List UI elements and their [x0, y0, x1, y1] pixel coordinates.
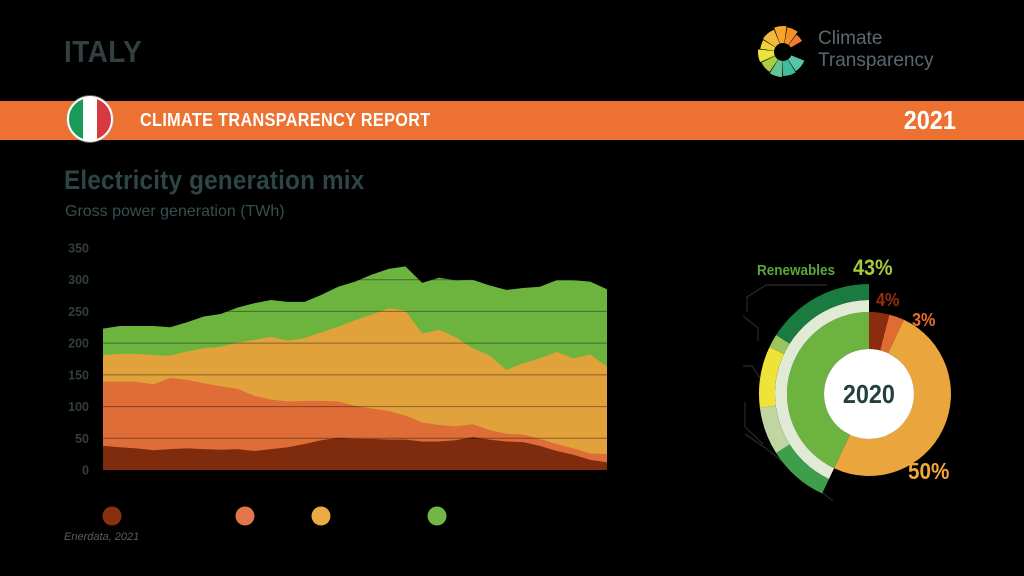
y-axis-tick-label: 50 — [75, 432, 89, 446]
logo-swirl-wedge-icon — [783, 59, 796, 76]
renewables-breakdown-pale-green — [759, 405, 790, 453]
logo-swirl-wedge-icon — [769, 59, 783, 77]
logo-swirl-wedge-icon — [758, 49, 775, 63]
italy-flag-icon — [67, 96, 113, 142]
donut-segment-renewables — [786, 311, 869, 469]
donut-segment-gas — [834, 319, 951, 476]
logo-swirl-wedge-icon — [784, 27, 798, 45]
donut-label-gas: 50% — [908, 458, 950, 484]
country-title: ITALY — [64, 34, 151, 70]
legend-dot-gas — [311, 506, 331, 526]
donut-label-renewables-word: Renewables — [757, 262, 836, 279]
donut-year-label: 2020 — [842, 379, 896, 409]
donut-connector-line — [746, 284, 827, 312]
source-note: Enerdata, 2021 — [64, 531, 140, 543]
donut-label-renewables-pct: 43% — [852, 255, 893, 280]
section-title: Electricity generation mix — [64, 165, 365, 195]
logo-swirl-wedge-icon — [761, 55, 778, 72]
y-axis-tick-label: 100 — [68, 400, 89, 414]
y-axis-tick-label: 350 — [68, 242, 89, 256]
y-axis-tick-label: 200 — [68, 337, 89, 351]
y-axis-tick-label: 250 — [68, 305, 89, 319]
report-band-title: CLIMATE TRANSPARENCY REPORT — [140, 110, 431, 130]
donut-connector-line — [742, 315, 759, 341]
renewables-breakdown-light-green — [769, 335, 790, 354]
renewables-breakdown-yellow — [759, 347, 784, 408]
logo-text-line2: Transparency — [818, 50, 934, 71]
logo-text-line1: Climate — [818, 28, 883, 49]
donut-label-coal: 4% — [876, 290, 900, 310]
donut-center-circle — [824, 349, 914, 439]
logo-swirl-wedge-icon — [762, 29, 780, 48]
donut-segment-coal — [869, 312, 890, 351]
logo-swirl-wedge-icon — [788, 34, 803, 48]
y-axis-tick-label: 150 — [68, 368, 89, 382]
y-axis-tick-label: 0 — [82, 464, 89, 478]
donut-connector-line — [743, 365, 763, 382]
donut-connector-line — [744, 402, 764, 445]
legend-dot-oil — [235, 506, 255, 526]
donut-label-oil: 3% — [912, 310, 936, 330]
logo-swirl-wedge-icon — [760, 40, 776, 51]
report-year: 2021 — [903, 105, 956, 135]
renewables-breakdown-mid-green — [776, 444, 829, 494]
renewables-breakdown-dark-green — [776, 284, 869, 344]
section-subtitle: Gross power generation (TWh) — [65, 203, 285, 220]
y-axis-tick-label: 300 — [68, 273, 89, 287]
area-series-coal — [103, 437, 607, 470]
donut-label-renewables: Renewables 43% — [757, 255, 897, 281]
logo-swirl-wedge-icon — [788, 55, 805, 72]
logo-text: Climate Transparency — [818, 28, 933, 72]
renewables-inner-ring — [775, 300, 869, 480]
legend-dot-coal — [102, 506, 122, 526]
legend-dot-renewables — [427, 506, 447, 526]
country-title-text: ITALY — [64, 34, 143, 69]
donut-segment-oil — [880, 314, 904, 354]
report-band: CLIMATE TRANSPARENCY REPORT 2021 — [0, 101, 1024, 140]
logo-swirl-wedge-icon — [774, 25, 787, 44]
